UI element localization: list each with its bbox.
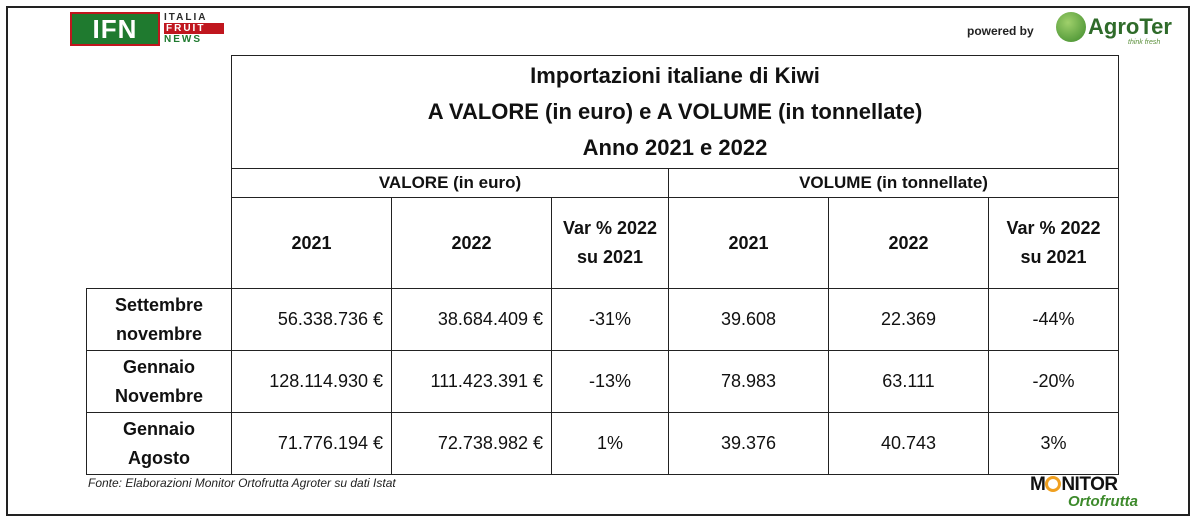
table-title: Importazioni italiane di Kiwi A VALORE (… <box>230 55 1120 169</box>
column-header: 2021 <box>668 197 829 289</box>
table-cell: -44% <box>987 288 1120 351</box>
column-header: Var % 2022 su 2021 <box>551 197 669 289</box>
table-cell: 128.114.930 € <box>231 350 392 413</box>
ifn-logo: IFN ITALIA FRUIT NEWS <box>70 12 224 46</box>
ifn-logo-words: ITALIA FRUIT NEWS <box>164 12 224 45</box>
table-cell: 78.983 <box>668 350 829 413</box>
table-title-line: Anno 2021 e 2022 <box>582 135 768 160</box>
table-cell: -13% <box>551 350 669 413</box>
table-cell: 39.376 <box>668 412 829 475</box>
table-cell: 72.738.982 € <box>391 412 552 475</box>
column-header: 2022 <box>391 197 552 289</box>
column-header-line: su 2021 <box>1020 247 1087 267</box>
column-header-line: 2021 <box>291 232 332 253</box>
powered-by-label: powered by <box>967 24 1034 38</box>
agroter-name: AgroTer <box>1088 14 1172 39</box>
table-cell: 22.369 <box>828 288 989 351</box>
table-cell: 1% <box>551 412 669 475</box>
monitor-logo-m: M <box>1030 474 1046 495</box>
table-title-line: A VALORE (in euro) e A VOLUME (in tonnel… <box>427 99 923 124</box>
column-header-line: Var % 2022 <box>1006 218 1101 238</box>
table-cell: -20% <box>987 350 1120 413</box>
column-header-line: Var % 2022 <box>562 218 658 238</box>
magnifier-icon <box>1045 476 1062 492</box>
table-cell: 63.111 <box>828 350 989 413</box>
monitor-ortofrutta-logo: M NITOR Ortofrutta <box>1030 474 1150 510</box>
column-header-line: 2022 <box>451 232 492 253</box>
table-cell: 56.338.736 € <box>231 288 392 351</box>
row-label-line: Gennaio <box>122 356 195 377</box>
source-note: Fonte: Elaborazioni Monitor Ortofrutta A… <box>88 476 396 490</box>
ifn-logo-italia: ITALIA <box>164 12 208 23</box>
row-label-line: Agosto <box>128 447 190 468</box>
agroter-tagline: think fresh <box>1128 39 1161 46</box>
table-cell: 38.684.409 € <box>391 288 552 351</box>
agroter-logo: AgroTer think fresh <box>1056 12 1180 46</box>
corner-blank <box>87 169 232 198</box>
group-header-volume: VOLUME (in tonnellate) <box>667 168 1120 198</box>
ifn-logo-fruit: FRUIT <box>164 23 224 34</box>
row-label: Gennaio Novembre <box>86 350 232 413</box>
row-label-line: Settembre <box>114 294 204 315</box>
row-label-line: Gennaio <box>122 418 195 439</box>
row-label-line: Novembre <box>114 385 204 406</box>
table-cell: 3% <box>987 412 1120 475</box>
ifn-logo-news: NEWS <box>164 34 202 45</box>
monitor-logo-rest: NITOR <box>1061 474 1118 495</box>
table-cell: -31% <box>551 288 669 351</box>
table-cell: 40.743 <box>828 412 989 475</box>
table-title-line: Importazioni italiane di Kiwi <box>530 63 820 88</box>
corner-blank <box>87 198 232 289</box>
column-header: 2022 <box>828 197 989 289</box>
ifn-logo-mark: IFN <box>70 12 160 46</box>
table-cell: 39.608 <box>668 288 829 351</box>
monitor-logo-top: M NITOR <box>1030 474 1118 496</box>
column-header-line: 2021 <box>728 232 769 253</box>
column-header: 2021 <box>231 197 392 289</box>
table-cell: 111.423.391 € <box>391 350 552 413</box>
kiwi-import-table: Importazioni italiane di Kiwi A VALORE (… <box>86 55 1120 475</box>
column-header: Var % 2022 su 2021 <box>987 197 1120 289</box>
column-header-line: 2022 <box>888 232 929 253</box>
agroter-leaf-icon <box>1056 12 1086 42</box>
corner-blank <box>87 56 232 169</box>
row-label-line: novembre <box>115 323 203 344</box>
monitor-logo-bottom: Ortofrutta <box>1068 493 1138 510</box>
table-cell: 71.776.194 € <box>231 412 392 475</box>
column-header-line: su 2021 <box>576 247 644 267</box>
group-header-valore: VALORE (in euro) <box>231 168 669 198</box>
row-label: Settembre novembre <box>86 288 232 351</box>
row-label: Gennaio Agosto <box>86 412 232 475</box>
